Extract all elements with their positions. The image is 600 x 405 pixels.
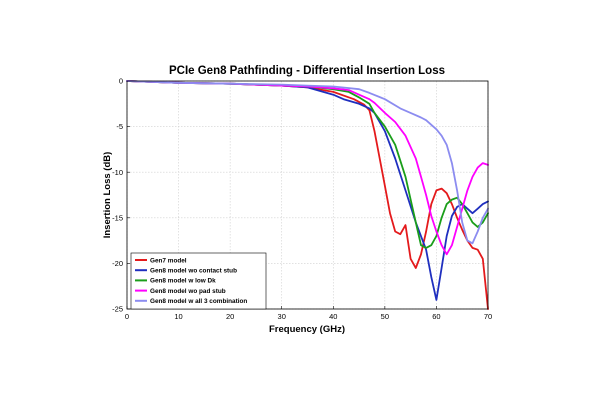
series-line-4	[126, 80, 489, 256]
y-axis-label: Insertion Loss (dB)	[102, 152, 113, 239]
legend-entry: Gen8 model wo contact stub	[150, 268, 237, 275]
series-line-5	[126, 80, 489, 245]
legend-entry: Gen7 model	[150, 257, 187, 264]
x-tick-label: 0	[125, 312, 129, 321]
x-tick-label: 30	[278, 312, 286, 321]
x-tick-label: 70	[484, 312, 492, 321]
y-tick-label: -10	[112, 168, 123, 177]
legend: Gen7 model Gen8 model wo contact stub Gen8…	[130, 252, 267, 310]
plot-frame	[126, 80, 489, 310]
y-tick-label: -25	[112, 305, 123, 314]
x-tick-label: 40	[329, 312, 337, 321]
series-lines	[126, 80, 489, 310]
x-tick-label: 10	[174, 312, 182, 321]
legend-box	[130, 252, 267, 310]
y-tick-label: -5	[116, 122, 123, 131]
series-line-1	[126, 80, 489, 310]
y-tick-label: -15	[112, 213, 123, 222]
x-tick-label: 60	[432, 312, 440, 321]
y-tick-label: -20	[112, 259, 123, 268]
x-tick-label: 20	[226, 312, 234, 321]
chart-title: PCIe Gen8 Pathfinding - Differential Ins…	[169, 65, 445, 77]
x-axis-label: Frequency (GHz)	[269, 324, 345, 335]
x-tick-label: 50	[381, 312, 389, 321]
y-tick-label: 0	[119, 77, 123, 86]
legend-entry: Gen8 model wo pad stub	[150, 288, 226, 295]
legend-entry: Gen8 model w all 3 combination	[150, 298, 247, 305]
legend-entry: Gen8 model w low Dk	[150, 278, 216, 285]
